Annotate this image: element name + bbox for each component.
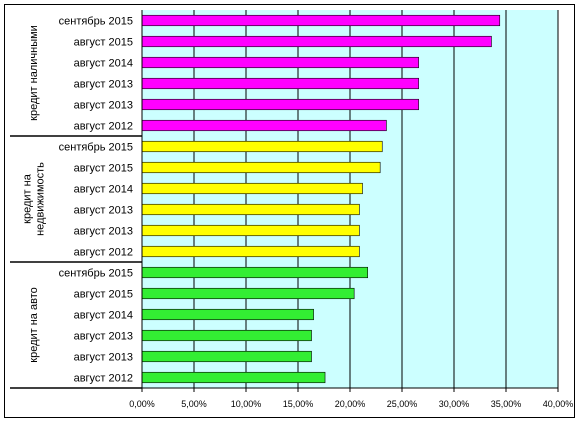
- bar: [141, 161, 381, 174]
- category-label: август 2012: [74, 247, 133, 259]
- category-label: август 2015: [74, 289, 133, 301]
- category-label: август 2015: [74, 37, 133, 49]
- x-tick-label: 20,00%: [335, 399, 366, 409]
- x-tick-label: 15,00%: [283, 399, 314, 409]
- category-label: август 2013: [74, 331, 133, 343]
- bar: [141, 14, 501, 27]
- x-tick-label: 25,00%: [387, 399, 418, 409]
- group-labels: кредит наличными кредит нанедвижимость кре…: [22, 25, 47, 363]
- bars: [141, 14, 501, 384]
- bar: [141, 203, 360, 216]
- bar: [141, 140, 383, 153]
- category-label: август 2013: [74, 100, 133, 112]
- bar: [141, 224, 360, 237]
- category-label: август 2013: [74, 205, 133, 217]
- group-label: кредит нанедвижимость: [22, 162, 47, 236]
- x-tick-labels: 0,00% 5,00% 10,00% 15,00% 20,00% 25,00% 30,00%…: [129, 399, 573, 409]
- x-tick-label: 5,00%: [181, 399, 207, 409]
- x-tick-label: 35,00%: [491, 399, 522, 409]
- category-label: август 2013: [74, 226, 133, 238]
- axes: [10, 10, 559, 389]
- bar: [141, 308, 314, 321]
- category-label: сентябрь 2015: [59, 16, 133, 28]
- category-label: август 2012: [74, 121, 133, 133]
- chart-frame: [4, 4, 575, 418]
- category-label: август 2013: [74, 79, 133, 91]
- bar: [141, 98, 419, 111]
- bar: [141, 287, 355, 300]
- category-label: сентябрь 2015: [59, 268, 133, 280]
- x-tick-label: 30,00%: [439, 399, 470, 409]
- x-tick-label: 0,00%: [129, 399, 155, 409]
- x-tick-label: 10,00%: [231, 399, 262, 409]
- group-label: кредит на авто: [28, 287, 40, 362]
- category-label: август 2012: [74, 373, 133, 385]
- x-tick-label: 40,00%: [543, 399, 574, 409]
- bar: [141, 266, 368, 279]
- bar: [141, 329, 312, 342]
- bar: [141, 56, 419, 69]
- category-label: август 2014: [74, 310, 133, 322]
- bar: [141, 182, 363, 195]
- bar: [141, 350, 312, 363]
- group-label: кредит наличными: [28, 25, 40, 121]
- category-labels: сентябрь 2015 август 2015 август 2014 авгус…: [59, 16, 133, 385]
- bar: [141, 119, 387, 132]
- bar: [141, 35, 492, 48]
- bar: [141, 77, 419, 90]
- category-label: август 2014: [74, 58, 133, 70]
- bar: [141, 371, 326, 384]
- bar: [141, 245, 360, 258]
- category-label: август 2015: [74, 163, 133, 175]
- category-label: сентябрь 2015: [59, 142, 133, 154]
- category-label: август 2013: [74, 352, 133, 364]
- category-label: август 2014: [74, 184, 133, 196]
